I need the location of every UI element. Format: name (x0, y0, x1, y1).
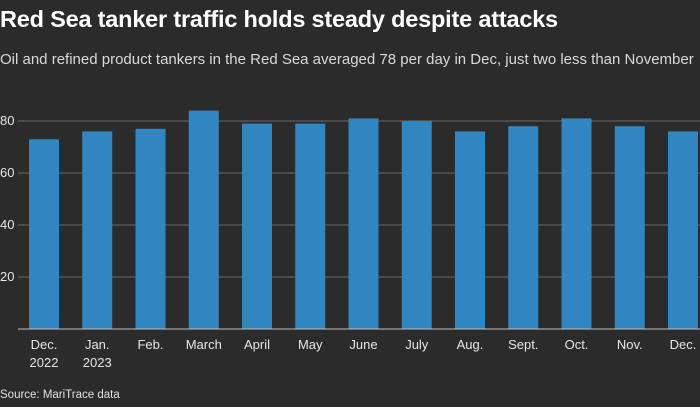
bar (135, 128, 166, 329)
x-tick-label: 2022 (30, 355, 59, 370)
x-tick-label: May (298, 337, 323, 352)
bar (668, 131, 698, 329)
x-tick-label: 2023 (83, 355, 112, 370)
y-tick-label: 80 (0, 113, 14, 128)
x-tick-label: Sept. (508, 337, 538, 352)
x-tick-label: Aug. (457, 337, 484, 352)
chart-title: Red Sea tanker traffic holds steady desp… (0, 6, 558, 32)
y-tick-label: 60 (0, 165, 14, 180)
bar (508, 126, 539, 329)
bar (401, 121, 432, 329)
x-tick-label: March (186, 337, 222, 352)
chart-subtitle: Oil and refined product tankers in the R… (0, 51, 694, 68)
bar (561, 118, 592, 330)
bar (82, 131, 113, 329)
bar (455, 131, 485, 329)
bar (242, 123, 272, 329)
bar (295, 123, 326, 329)
x-tick-label: July (405, 337, 429, 352)
y-tick-label: 20 (0, 269, 14, 284)
x-tick-label: Oct. (565, 337, 589, 352)
x-tick-label: June (349, 337, 377, 352)
x-tick-label: Feb. (137, 337, 163, 352)
bar (614, 126, 645, 329)
x-tick-label: Dec. (670, 337, 697, 352)
x-tick-label: Dec. (31, 337, 58, 352)
x-tick-label: Jan. (85, 337, 110, 352)
bar (29, 139, 59, 329)
x-tick-label: Nov. (617, 337, 643, 352)
source-note: Source: MariTrace data (0, 389, 120, 401)
bars (29, 110, 698, 330)
y-tick-label: 40 (0, 217, 14, 232)
bar (348, 118, 379, 330)
bar (188, 110, 219, 329)
tick-labels: 20 40 60 80 Dec. 2022 Jan. 2023 Feb. March April Ma… (0, 113, 696, 370)
x-tick-label: April (244, 337, 270, 352)
